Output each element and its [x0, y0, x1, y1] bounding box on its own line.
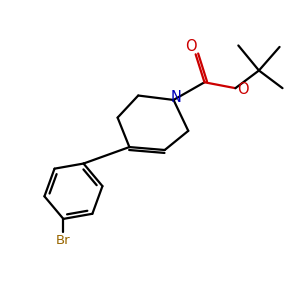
Text: N: N: [171, 90, 182, 105]
Text: O: O: [237, 82, 249, 97]
Text: O: O: [185, 39, 197, 54]
Text: Br: Br: [56, 234, 71, 247]
